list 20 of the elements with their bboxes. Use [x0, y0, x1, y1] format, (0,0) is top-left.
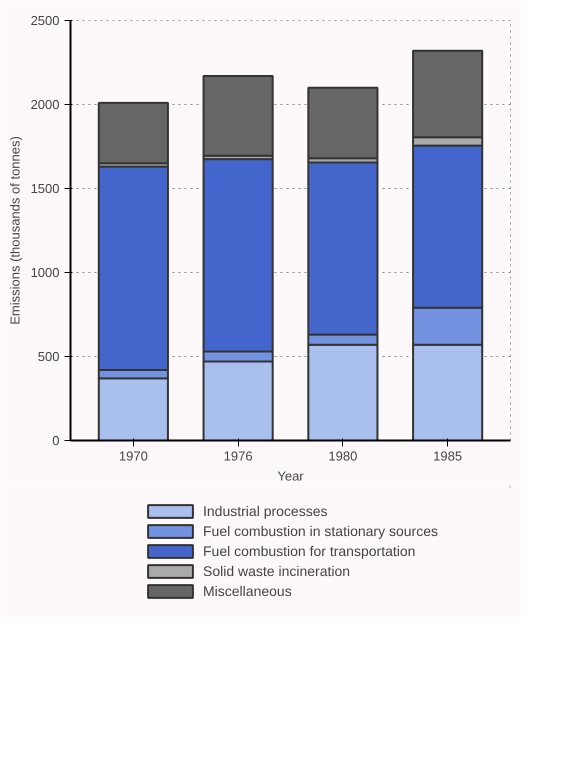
y-tick-label: 2000 — [30, 97, 60, 112]
x-tick-label: 1980 — [328, 448, 358, 464]
y-tick-label: 1000 — [30, 265, 60, 280]
x-tick-label: 1976 — [224, 448, 253, 464]
legend-label: Fuel combustion in stationary sources — [203, 523, 438, 539]
legend-label: Fuel combustion for transportation — [203, 543, 416, 559]
legend-label: Industrial processes — [203, 503, 328, 519]
y-tick-label: 2500 — [30, 13, 60, 28]
y-axis-title: Emissions (thousands of tonnes) — [8, 136, 23, 325]
y-tick-label: 0 — [52, 433, 60, 448]
x-axis-title: Year — [277, 468, 304, 484]
x-tick-label: 1985 — [433, 448, 462, 464]
x-tick-label: 1970 — [118, 448, 148, 464]
bar — [202, 74, 274, 157]
bar — [98, 102, 169, 164]
y-tick-label: 500 — [38, 349, 60, 364]
bar — [307, 86, 378, 160]
y-tick-label: 1500 — [30, 181, 60, 196]
legend-label: Miscellaneous — [203, 583, 292, 599]
legend-label: Solid waste incineration — [203, 563, 350, 579]
